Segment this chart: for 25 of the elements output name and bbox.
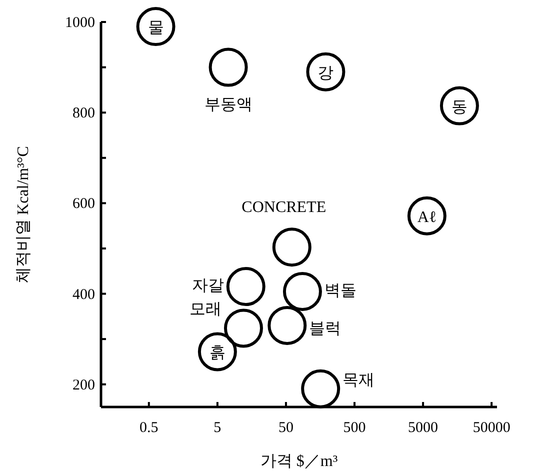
y-tick-label: 600 — [72, 196, 95, 212]
y-axis-title: 체적비열 Kcal/m³°C — [15, 146, 32, 283]
x-tick-label: 500 — [343, 420, 366, 436]
y-tick-label: 200 — [72, 377, 95, 394]
y-tick-label: 800 — [72, 106, 95, 122]
y-tick-label: 1000 — [65, 15, 95, 31]
annotation: Aℓ — [417, 208, 437, 226]
annotation: 물 — [148, 20, 164, 37]
y-tick-label: 400 — [72, 286, 95, 303]
annotation: 블럭 — [309, 320, 342, 338]
annotation: 동 — [451, 98, 468, 116]
x-tick-label: 5 — [214, 420, 222, 436]
annotation: CONCRETE — [242, 199, 326, 216]
annotation: 강 — [318, 64, 334, 82]
annotation: 흙 — [209, 344, 226, 362]
x-tick-label: 50000 — [472, 420, 510, 436]
annotation: 모래 — [189, 301, 222, 318]
annotation: 자갈 — [192, 278, 224, 295]
annotation: 부동액 — [204, 96, 252, 114]
annotation: 벽돌 — [324, 282, 356, 300]
x-tick-label: 0.5 — [140, 420, 158, 436]
annotation: 목재 — [342, 372, 375, 389]
x-axis-title: 가격 $／m³ — [260, 453, 338, 470]
x-tick-label: 50 — [278, 420, 294, 436]
x-tick-label: 5000 — [408, 420, 438, 436]
